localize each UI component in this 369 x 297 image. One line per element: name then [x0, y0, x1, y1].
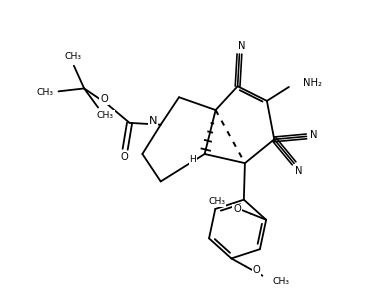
Text: CH₃: CH₃: [273, 277, 290, 286]
Text: H: H: [190, 155, 196, 164]
Text: O: O: [121, 152, 128, 162]
Text: O: O: [100, 94, 108, 105]
Text: CH₃: CH₃: [97, 111, 114, 120]
Text: CH₃: CH₃: [36, 88, 53, 97]
Text: N: N: [296, 166, 303, 176]
Text: CH₃: CH₃: [208, 197, 225, 206]
Text: N: N: [310, 129, 318, 140]
Text: N: N: [149, 116, 158, 126]
Text: O: O: [233, 204, 241, 214]
Text: N: N: [238, 41, 245, 51]
Text: O: O: [253, 265, 261, 275]
Text: CH₃: CH₃: [65, 53, 82, 61]
Text: NH₂: NH₂: [303, 78, 322, 88]
